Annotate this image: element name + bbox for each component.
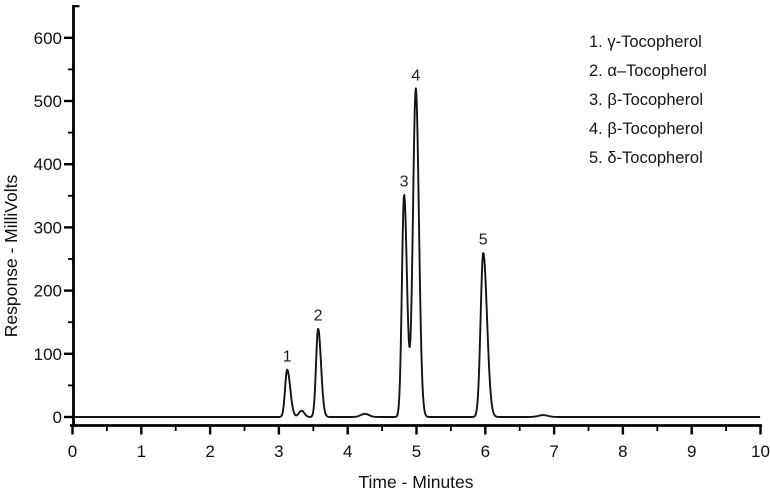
y-tick-label: 300	[34, 218, 62, 237]
y-tick-label: 100	[34, 345, 62, 364]
peak-label-1: 1	[283, 349, 292, 366]
x-tick-label: 1	[137, 442, 146, 461]
peak-label-4: 4	[411, 67, 420, 84]
y-axis-title: Response - MilliVolts	[1, 175, 21, 338]
legend-item-1: 1. γ-Tocopherol	[589, 33, 702, 51]
y-tick-label: 400	[34, 155, 62, 174]
x-tick-label: 5	[412, 442, 421, 461]
x-tick-label: 2	[205, 442, 214, 461]
peak-number-labels: 1 2 3 4 5	[283, 67, 488, 365]
trace-path	[72, 87, 761, 418]
axis-lines	[70, 5, 762, 427]
peak-label-3: 3	[400, 174, 409, 191]
x-tick-label: 6	[481, 442, 490, 461]
chromatogram-trace	[72, 87, 761, 418]
x-tick-label: 4	[343, 442, 352, 461]
legend-item-5: 5. δ-Tocopherol	[589, 149, 703, 167]
x-tick-label: 7	[549, 442, 558, 461]
y-tick-label: 200	[34, 282, 62, 301]
y-tick-label: 500	[34, 92, 62, 111]
peak-label-2: 2	[314, 308, 323, 325]
legend-item-4: 4. β-Tocopherol	[589, 120, 704, 138]
x-tick-label: 10	[751, 442, 770, 461]
peak-legend: 1. γ-Tocopherol 2. α–Tocopherol 3. β-Tocop…	[589, 28, 707, 173]
x-axis-title: Time - Minutes	[358, 472, 473, 492]
legend-item-3: 3. β-Tocopherol	[589, 91, 704, 109]
x-tick-label: 9	[687, 442, 696, 461]
x-tick-label: 3	[274, 442, 283, 461]
peak-label-5: 5	[479, 232, 488, 249]
legend-item-2: 2. α–Tocopherol	[589, 62, 707, 80]
y-tick-label: 600	[34, 29, 62, 48]
x-tick-label: 8	[618, 442, 627, 461]
y-tick-label: 0	[53, 408, 62, 427]
x-tick-label: 0	[68, 442, 77, 461]
